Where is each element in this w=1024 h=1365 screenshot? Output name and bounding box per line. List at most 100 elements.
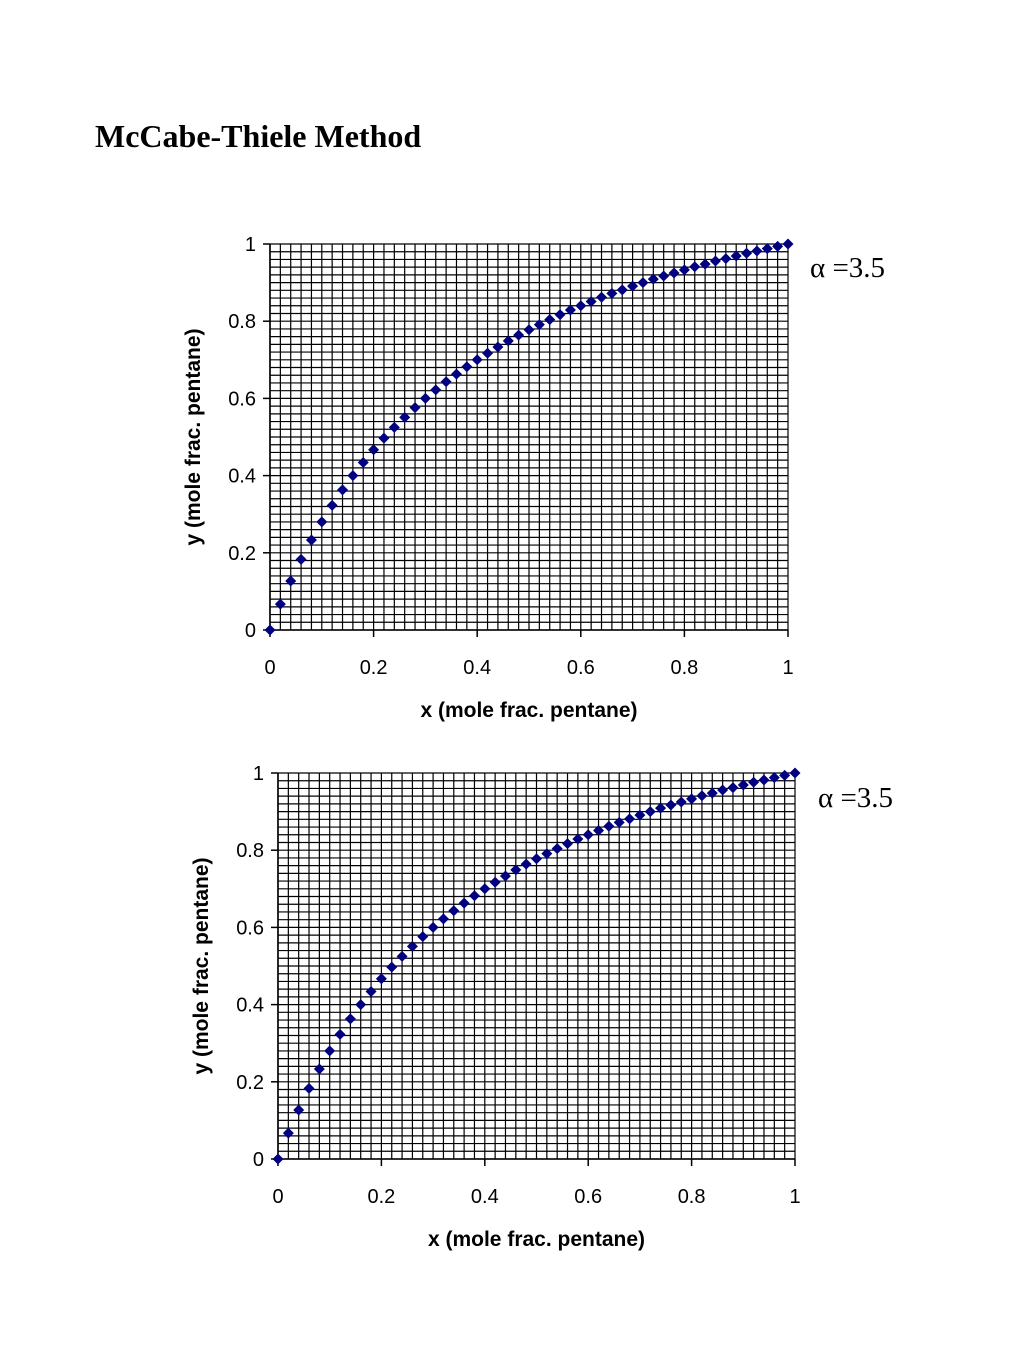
data-point [337, 484, 349, 496]
data-point [489, 876, 501, 888]
y-axis-title: y (mole frac. pentane) [182, 328, 205, 545]
data-point [282, 1127, 294, 1139]
alpha-annotation-1: α =3.5 [810, 252, 886, 284]
data-point [789, 767, 801, 779]
data-point [554, 309, 566, 321]
data-point [779, 769, 791, 781]
data-point [758, 774, 770, 786]
data-point [293, 1104, 305, 1116]
data-point [334, 1028, 346, 1040]
x-tick-label: 0 [264, 657, 275, 679]
y-tick-label: 0.8 [236, 840, 264, 862]
data-point [375, 973, 387, 985]
data-point [419, 392, 431, 404]
x-tick-label: 0.6 [574, 1186, 602, 1208]
data-point [468, 890, 480, 902]
x-tick-label: 0.6 [567, 657, 595, 679]
data-point [782, 238, 794, 250]
data-point [533, 319, 545, 331]
data-point [523, 324, 535, 336]
data-point [737, 779, 749, 791]
data-point [502, 335, 514, 347]
data-point [499, 870, 511, 882]
data-point [396, 950, 408, 962]
data-point [624, 813, 636, 825]
y-tick-label: 0.2 [228, 543, 256, 565]
data-point [655, 802, 667, 814]
data-point [417, 931, 429, 943]
data-point [616, 284, 628, 296]
data-point [603, 820, 615, 832]
data-point [274, 598, 286, 610]
data-point [706, 787, 718, 799]
y-axis-title: y (mole frac. pentane) [190, 857, 213, 1074]
data-point [644, 806, 656, 818]
data-point [520, 858, 532, 870]
data-point [699, 258, 711, 270]
x-tick-label: 0.2 [367, 1186, 395, 1208]
data-point [665, 799, 677, 811]
data-point [772, 240, 784, 252]
data-point [531, 853, 542, 865]
data-point [458, 897, 470, 909]
data-point [347, 470, 359, 482]
y-tick-label: 0.6 [228, 388, 256, 410]
data-point [513, 329, 525, 341]
y-tick-label: 0 [245, 620, 256, 642]
x-axis-title: x (mole frac. pentane) [428, 1228, 645, 1251]
data-point [316, 516, 328, 528]
data-point [285, 575, 297, 587]
y-tick-label: 0.4 [228, 466, 256, 488]
data-point [593, 825, 605, 837]
data-point [399, 411, 411, 423]
data-point [492, 341, 504, 353]
data-point [450, 368, 462, 380]
y-tick-label: 0.4 [236, 995, 264, 1017]
plot-grid [277, 772, 796, 1160]
data-point [564, 304, 576, 316]
data-point [627, 280, 639, 292]
y-tick-label: 0.2 [236, 1072, 264, 1094]
data-point [686, 793, 698, 805]
data-point [575, 300, 587, 312]
data-point [427, 921, 439, 933]
x-tick-label: 0 [272, 1186, 283, 1208]
data-point [696, 790, 708, 802]
data-point [324, 1045, 336, 1057]
y-tick-label: 0.6 [236, 917, 264, 939]
data-point [551, 843, 563, 855]
data-point [585, 296, 597, 308]
data-point [675, 796, 687, 808]
data-point [647, 273, 659, 285]
data-point [709, 255, 721, 267]
data-point [344, 1013, 356, 1025]
data-point [365, 985, 377, 997]
x-tick-label: 1 [789, 1186, 800, 1208]
data-point [437, 913, 449, 925]
data-point [388, 421, 400, 433]
data-point [751, 245, 763, 257]
data-point [355, 999, 367, 1011]
x-axis-title: x (mole frac. pentane) [420, 699, 637, 722]
x-tick-label: 0.8 [670, 657, 698, 679]
x-tick-label: 0.4 [463, 657, 491, 679]
data-point [768, 772, 780, 784]
data-point [386, 961, 398, 973]
data-point [658, 270, 670, 282]
data-point [461, 361, 473, 373]
data-point [668, 267, 680, 279]
data-point [606, 287, 618, 299]
data-point [582, 829, 594, 841]
data-point [730, 250, 742, 262]
alpha-annotation-2: α =3.5 [818, 782, 894, 814]
data-point [741, 247, 753, 259]
y-tick-label: 0.8 [228, 311, 256, 333]
x-tick-label: 0.2 [360, 657, 388, 679]
data-point [406, 940, 418, 952]
data-point [748, 776, 760, 788]
data-point [596, 291, 608, 303]
y-tick-label: 0 [253, 1149, 264, 1171]
data-point [440, 376, 452, 388]
